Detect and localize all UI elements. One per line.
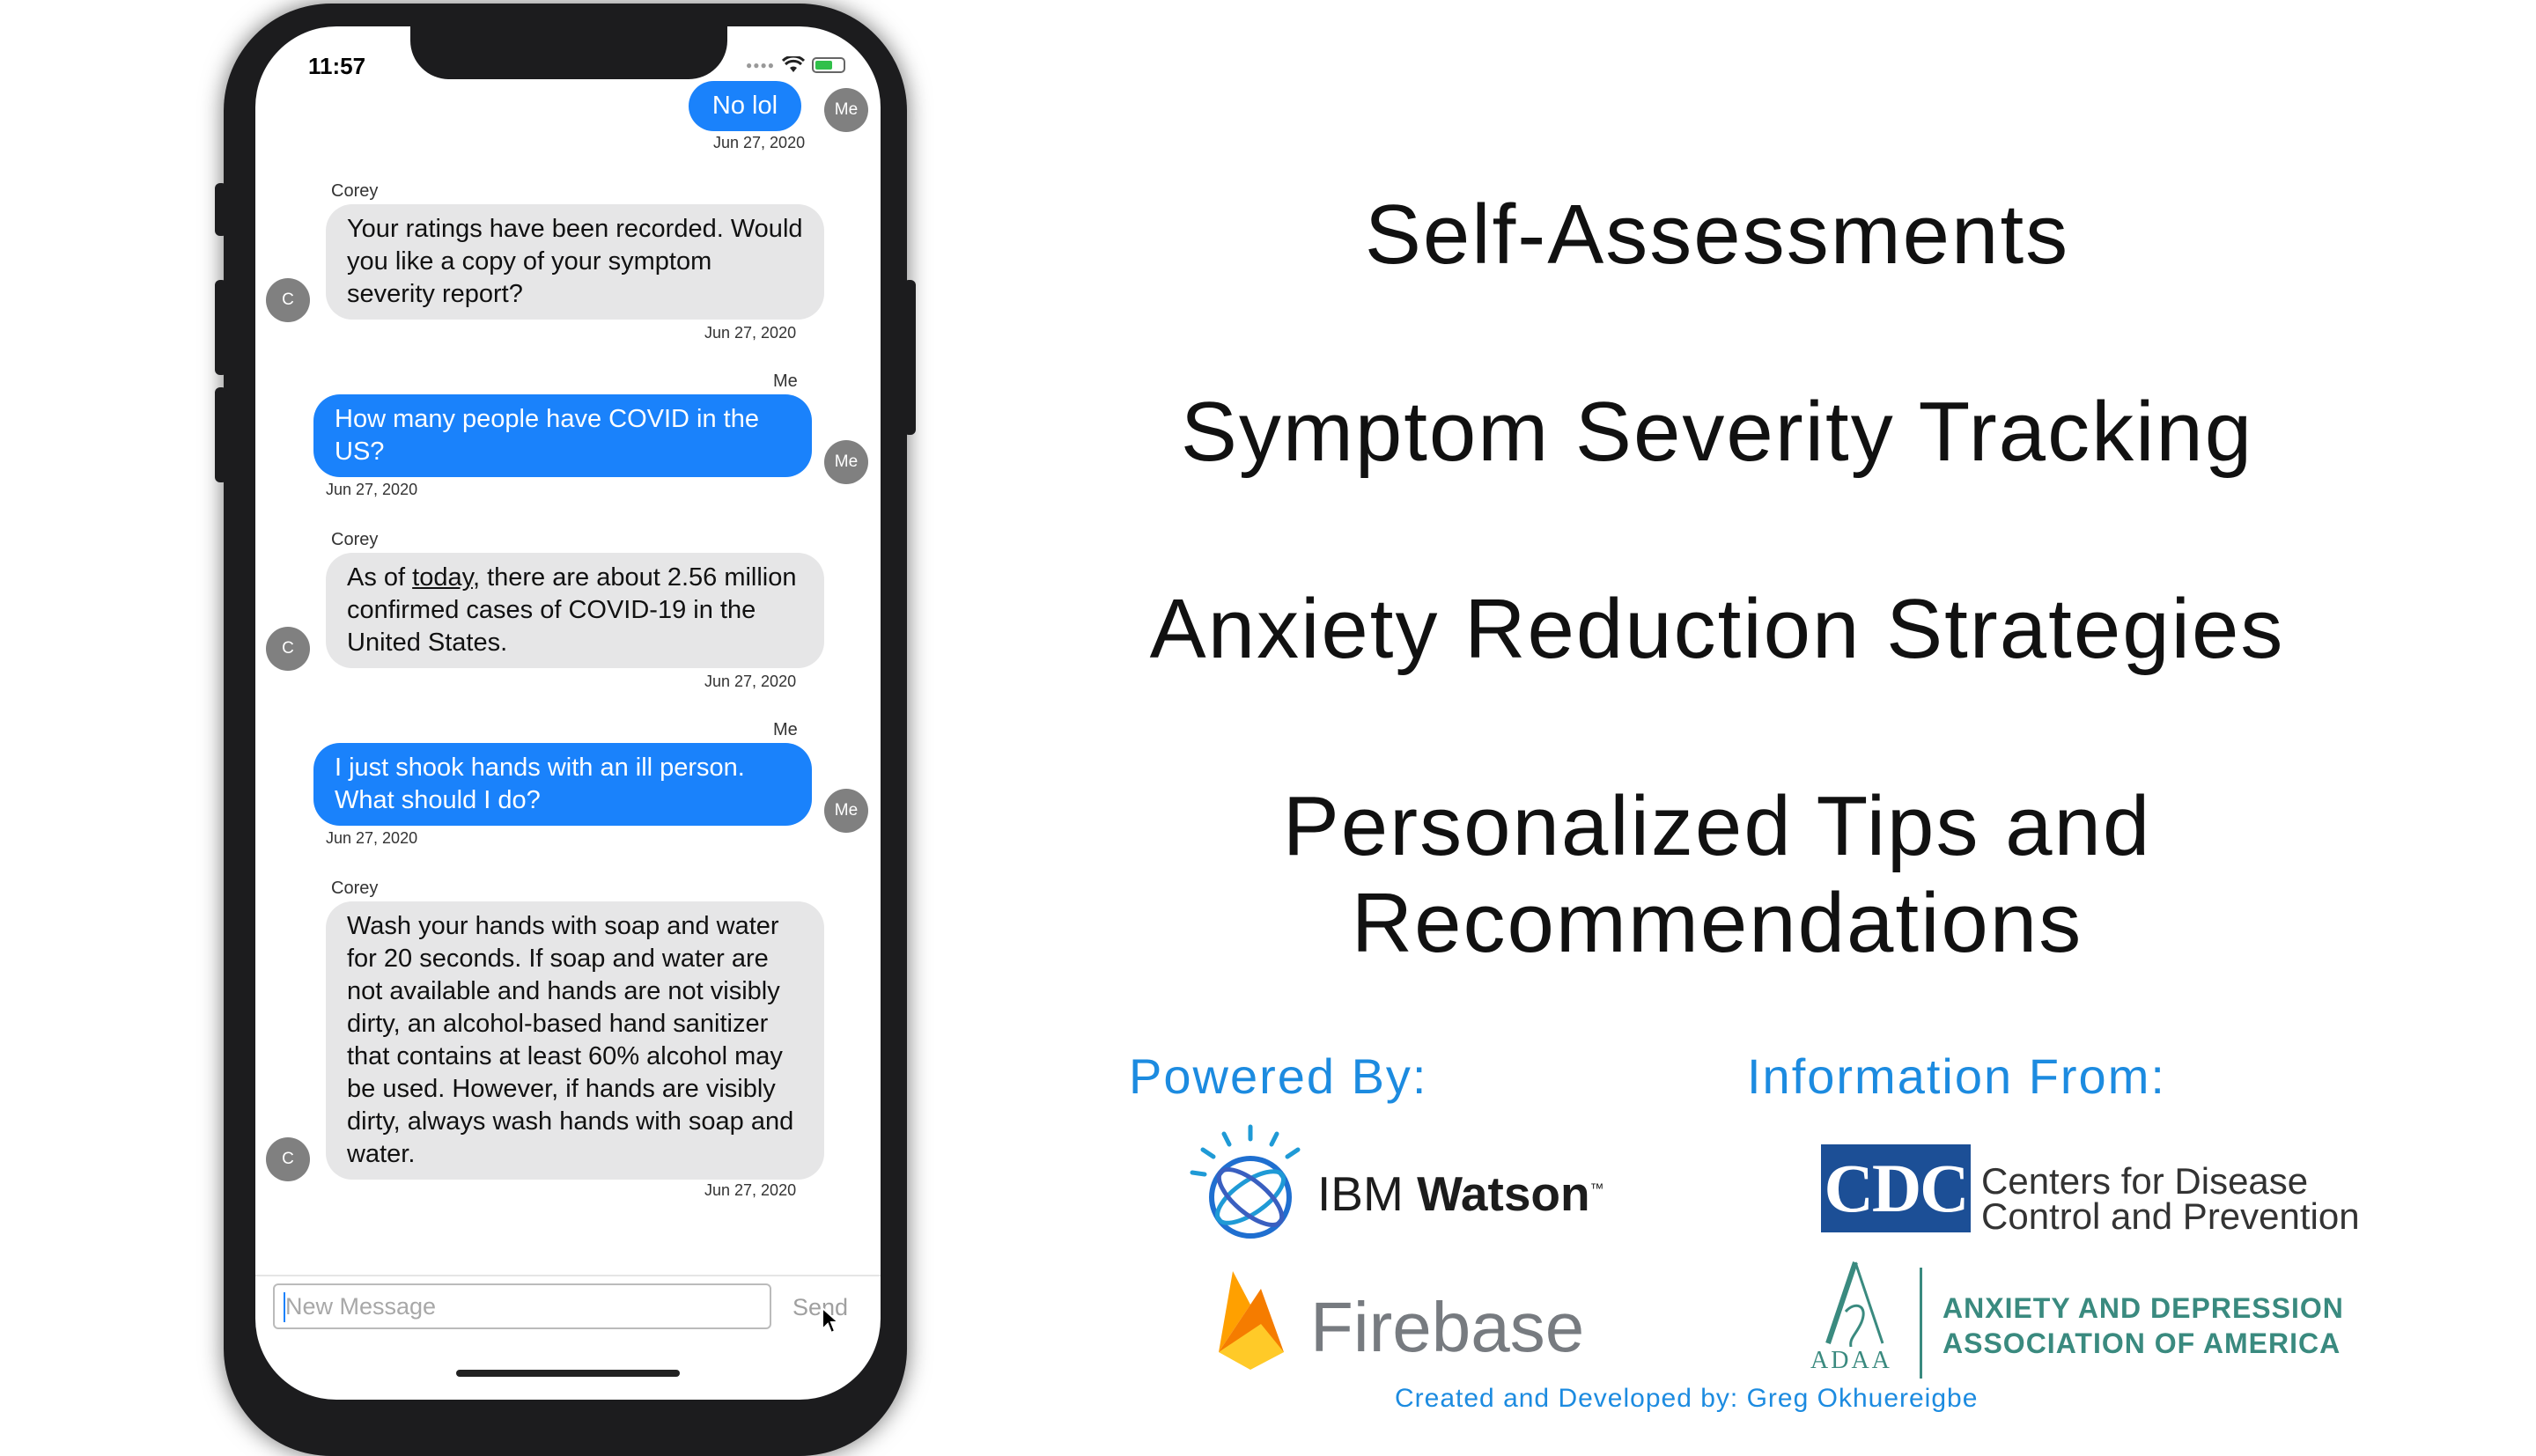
- phone-notch: [410, 26, 727, 79]
- cdc-logo-icon: CDC: [1821, 1144, 1971, 1232]
- phone-silent-switch: [215, 183, 227, 236]
- new-message-placeholder: New Message: [285, 1293, 437, 1320]
- home-indicator: [456, 1370, 680, 1377]
- cdc-name-line2: Control and Prevention: [1981, 1195, 2360, 1237]
- firebase-flame-icon: [1219, 1271, 1284, 1370]
- powered-by-heading: Powered By:: [1129, 1048, 1428, 1104]
- message-bubble-sent: How many people have COVID in the US?: [313, 394, 812, 477]
- feature-title: Anxiety Reduction Strategies: [1149, 582, 2285, 676]
- message-bubble-sent: I just shook hands with an ill person. W…: [313, 743, 812, 826]
- credit-line: Created and Developed by: Greg Okhuereig…: [1395, 1384, 1979, 1413]
- text-caret: [284, 1292, 285, 1322]
- avatar-corey: C: [266, 627, 310, 671]
- status-time: 11:57: [308, 53, 366, 79]
- feature-title: Self-Assessments: [1364, 188, 2070, 282]
- phone-power-button: [903, 280, 916, 435]
- firebase-wordmark: Firebase: [1310, 1288, 1585, 1366]
- message-text: , there are about 2.56 million confirmed…: [347, 563, 797, 657]
- information-from-heading: Information From:: [1747, 1048, 2166, 1104]
- feature-title: Symptom Severity Tracking: [1180, 385, 2254, 479]
- adaa-name-line1: ANXIETY AND DEPRESSION: [1943, 1292, 2344, 1324]
- message-timestamp: Jun 27, 2020: [704, 673, 797, 690]
- avatar-me: Me: [824, 789, 868, 833]
- message-sender-name: Me: [773, 720, 798, 739]
- phone-volume-down: [215, 387, 227, 482]
- message-link-today[interactable]: today: [412, 563, 473, 592]
- avatar-corey: C: [266, 278, 310, 322]
- ibm-watson-logo-icon: [1190, 1124, 1301, 1239]
- send-button[interactable]: Send: [792, 1294, 849, 1320]
- mouse-pointer-icon: [822, 1306, 840, 1335]
- message-sender-name: Corey: [331, 879, 379, 898]
- message-bubble-received: Wash your hands with soap and water for …: [326, 901, 824, 1180]
- message-bubble-received: Your ratings have been recorded. Would y…: [326, 204, 824, 320]
- composer-divider: [255, 1275, 881, 1276]
- message-sender-name: Corey: [331, 530, 379, 549]
- message-bubble-sent: No lol: [689, 81, 801, 131]
- ibm-watson-wordmark: IBM Watson™: [1317, 1166, 1604, 1221]
- cellular-signal-icon: ●●●●: [746, 59, 775, 71]
- cdc-name-line1: Centers for Disease: [1981, 1160, 2309, 1202]
- phone-volume-up: [215, 280, 227, 375]
- status-icons: ●●●●: [746, 56, 845, 74]
- feature-title: Personalized Tips and Recommendations: [1282, 779, 2152, 970]
- message-sender-name: Corey: [331, 181, 379, 201]
- adaa-logo-icon: [1825, 1261, 1884, 1347]
- phone-screen: 11:57 ●●●● No lol Me Jun 27, 2020 Corey …: [255, 26, 881, 1400]
- message-timestamp: Jun 27, 2020: [326, 481, 418, 498]
- avatar-me: Me: [824, 88, 868, 132]
- message-sender-name: Me: [773, 371, 798, 391]
- message-text: As of: [347, 563, 413, 592]
- wifi-icon: [782, 56, 805, 72]
- adaa-divider: [1920, 1268, 1922, 1379]
- message-timestamp: Jun 27, 2020: [704, 1181, 797, 1199]
- message-timestamp: Jun 27, 2020: [713, 134, 806, 151]
- adaa-name-line2: ASSOCIATION OF AMERICA: [1943, 1327, 2341, 1359]
- avatar-corey: C: [266, 1137, 310, 1181]
- battery-icon: [812, 57, 845, 73]
- message-timestamp: Jun 27, 2020: [704, 324, 797, 342]
- new-message-input[interactable]: New Message: [273, 1283, 771, 1329]
- message-timestamp: Jun 27, 2020: [326, 829, 418, 847]
- avatar-me: Me: [824, 440, 868, 484]
- message-bubble-received: As of today, there are about 2.56 millio…: [326, 553, 824, 668]
- adaa-letters: ADAA: [1810, 1347, 1892, 1374]
